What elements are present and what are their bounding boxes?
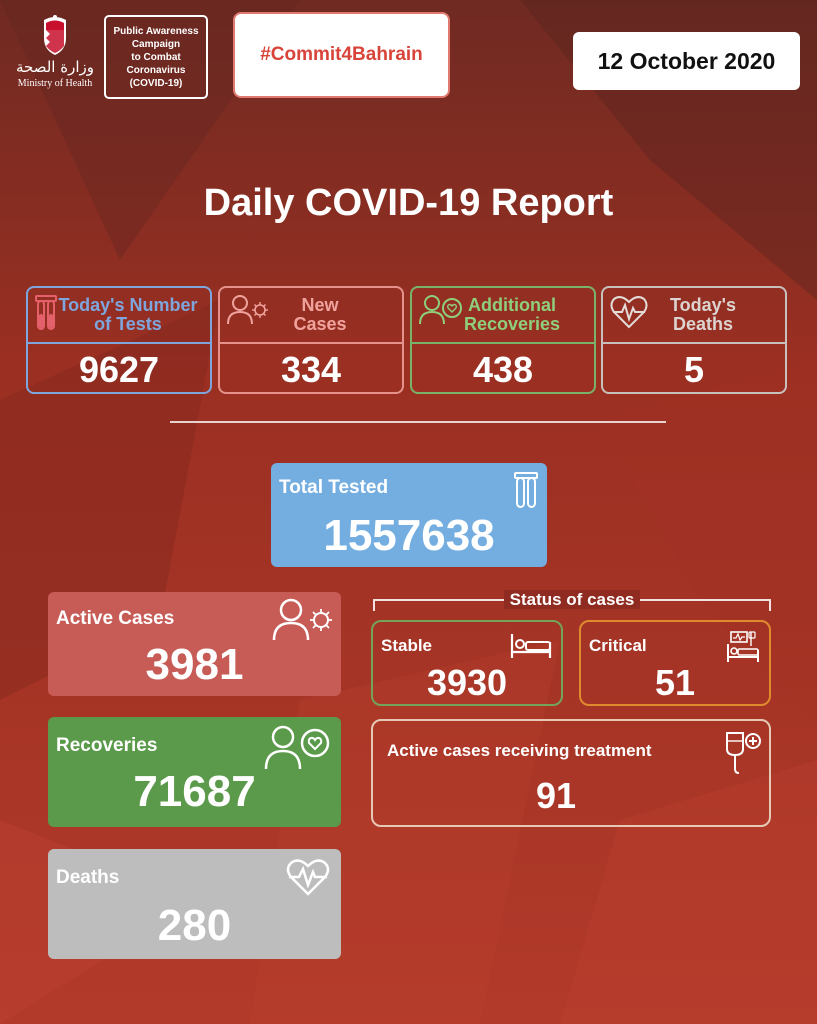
- person-heart-icon: [419, 295, 462, 325]
- status-of-cases-header: Status of cases: [373, 590, 771, 620]
- status-title-text: Status of cases: [503, 590, 641, 609]
- report-date: 12 October 2020: [573, 32, 800, 90]
- status-label: Critical: [589, 636, 647, 655]
- status-title: Status of cases: [373, 590, 771, 610]
- stat-label: Today's Deaths: [670, 295, 736, 334]
- page-title: Daily COVID-19 Report: [203, 182, 614, 224]
- stat-value: 438: [472, 349, 534, 390]
- card-value: 1557638: [323, 511, 495, 560]
- stable-box: Stable 3930: [371, 620, 563, 706]
- hospital-bed-icon: [510, 634, 552, 658]
- stat-divider: [603, 342, 785, 344]
- status-label: Active cases receiving treatment: [387, 741, 652, 760]
- test-tubes-icon: [35, 295, 57, 330]
- card-label: Active Cases: [56, 608, 175, 629]
- ministry-english-name: Ministry of Health: [17, 78, 93, 89]
- heartbeat-icon: [610, 296, 648, 329]
- test-tubes-icon: [514, 472, 538, 508]
- ministry-arabic-name: وزارة الصحة: [16, 58, 94, 76]
- card-value: 71687: [133, 767, 256, 816]
- status-value: 3930: [426, 662, 508, 703]
- stat-additional-recoveries: Additional Recoveries 438: [410, 286, 596, 394]
- iv-drip-icon: [726, 732, 761, 774]
- total-tested-card: Total Tested 1557638: [271, 463, 547, 567]
- stat-divider: [28, 342, 210, 344]
- recoveries-card: Recoveries 71687: [48, 717, 341, 827]
- stat-label: Today's Number of Tests: [58, 295, 198, 334]
- active-cases-card: Active Cases 3981: [48, 592, 341, 696]
- deaths-card: Deaths 280: [48, 849, 341, 959]
- stat-value: 5: [683, 349, 705, 390]
- stat-value: 334: [280, 349, 342, 390]
- status-value: 51: [654, 662, 696, 703]
- person-virus-icon: [227, 295, 268, 325]
- critical-bed-icon: [727, 631, 759, 662]
- stat-label: Additional Recoveries: [463, 295, 561, 334]
- campaign-box: Public Awareness Campaign to Combat Coro…: [104, 15, 208, 99]
- card-label: Deaths: [56, 867, 120, 888]
- treatment-box: Active cases receiving treatment 91: [371, 719, 771, 827]
- person-heart-icon: [264, 725, 330, 770]
- person-virus-icon: [272, 598, 332, 641]
- stat-new-cases: New Cases 334: [218, 286, 404, 394]
- stat-value: 9627: [78, 349, 160, 390]
- section-divider: [170, 421, 666, 423]
- heartbeat-icon: [286, 859, 330, 896]
- critical-box: Critical 51: [579, 620, 771, 706]
- card-value: 280: [157, 901, 232, 950]
- hashtag-banner: #Commit4Bahrain: [233, 12, 450, 98]
- card-label: Total Tested: [279, 477, 389, 498]
- stat-todays-tests: Today's Number of Tests 9627: [26, 286, 212, 394]
- card-value: 3981: [145, 640, 244, 689]
- stat-label: New Cases: [293, 295, 347, 334]
- bahrain-emblem-icon: [44, 15, 66, 55]
- ministry-logo: وزارة الصحة Ministry of Health: [10, 14, 100, 104]
- stat-divider: [412, 342, 594, 344]
- status-label: Stable: [381, 636, 433, 655]
- card-label: Recoveries: [56, 735, 158, 756]
- stat-divider: [220, 342, 402, 344]
- stat-todays-deaths: Today's Deaths 5: [601, 286, 787, 394]
- status-value: 91: [535, 775, 577, 816]
